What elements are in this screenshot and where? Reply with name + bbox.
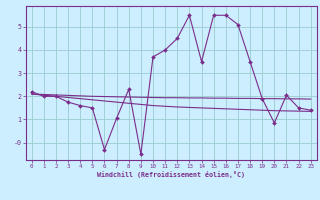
X-axis label: Windchill (Refroidissement éolien,°C): Windchill (Refroidissement éolien,°C) [97,171,245,178]
